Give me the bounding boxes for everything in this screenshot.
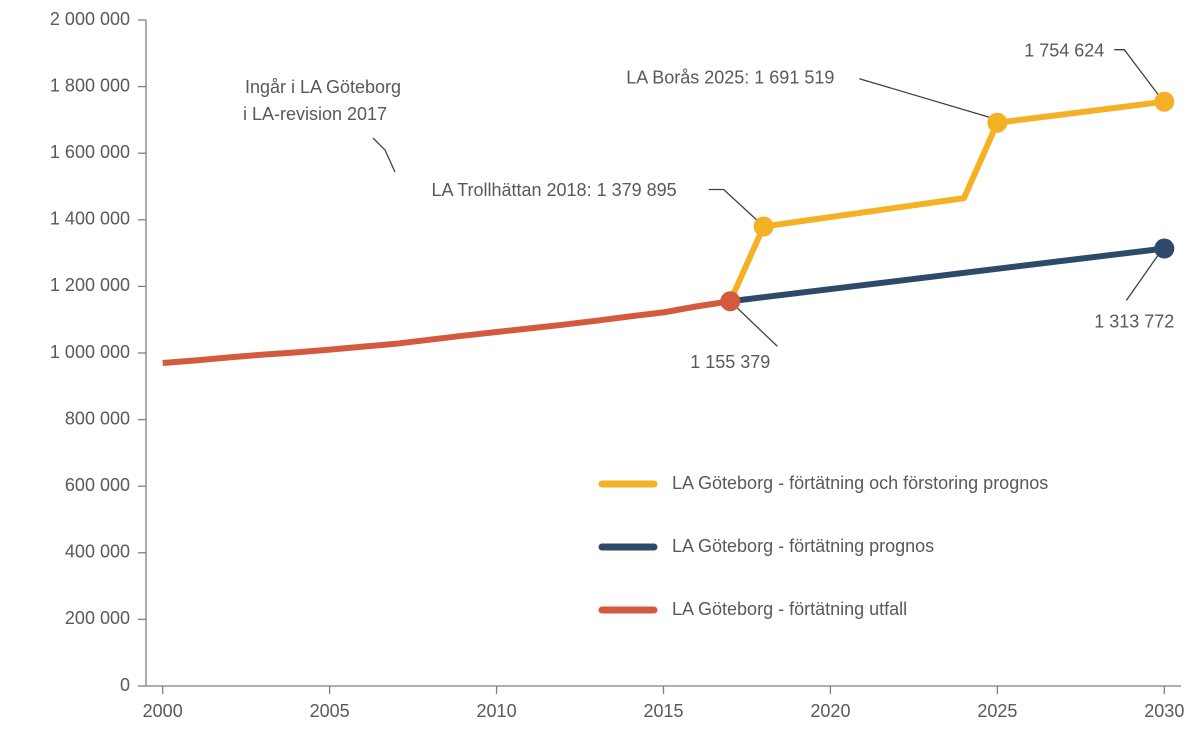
- y-tick-label: 1 400 000: [50, 209, 130, 229]
- point-marker: [1154, 91, 1175, 112]
- point-marker: [987, 112, 1008, 133]
- y-tick-label: 0: [120, 675, 130, 695]
- leader-line: [859, 78, 995, 120]
- y-tick-label: 1 600 000: [50, 142, 130, 162]
- legend-label: LA Göteborg - förtätning och förstoring …: [672, 473, 1048, 493]
- y-tick-label: 600 000: [65, 475, 130, 495]
- data-label: 1 313 772: [1094, 311, 1174, 331]
- data-label: LA Borås 2025: 1 691 519: [626, 67, 834, 87]
- x-tick-label: 2030: [1144, 701, 1184, 721]
- data-label: 1 155 379: [690, 352, 770, 372]
- legend-label: LA Göteborg - förtätning utfall: [672, 599, 907, 619]
- x-tick-label: 2010: [477, 701, 517, 721]
- annotation: i LA-revision 2017: [243, 104, 387, 124]
- leader-line: [1125, 250, 1162, 301]
- data-label: LA Trollhättan 2018: 1 379 895: [431, 180, 676, 200]
- series-line: [162, 298, 731, 366]
- y-tick-label: 1 800 000: [50, 75, 130, 95]
- data-label: 1 754 624: [1024, 40, 1104, 60]
- point-marker: [720, 291, 741, 312]
- legend-label: LA Göteborg - förtätning prognos: [672, 536, 934, 556]
- y-tick-label: 2 000 000: [50, 9, 130, 29]
- series-line: [727, 98, 1165, 303]
- x-tick-label: 2005: [310, 701, 350, 721]
- y-tick-label: 1 200 000: [50, 275, 130, 295]
- point-marker: [1154, 238, 1175, 259]
- x-tick-label: 2015: [643, 701, 683, 721]
- y-tick-label: 800 000: [65, 408, 130, 428]
- y-tick-label: 1 000 000: [50, 342, 130, 362]
- leader-line: [1114, 49, 1162, 100]
- y-tick-label: 200 000: [65, 608, 130, 628]
- leader-line: [372, 137, 396, 173]
- leader-line: [731, 302, 778, 347]
- series-line: [729, 245, 1165, 305]
- leader-line: [708, 188, 763, 225]
- annotation: Ingår i LA Göteborg: [245, 77, 401, 97]
- x-tick-label: 2000: [143, 701, 183, 721]
- x-tick-label: 2025: [977, 701, 1017, 721]
- point-marker: [753, 216, 774, 237]
- x-tick-label: 2020: [810, 701, 850, 721]
- y-tick-label: 400 000: [65, 542, 130, 562]
